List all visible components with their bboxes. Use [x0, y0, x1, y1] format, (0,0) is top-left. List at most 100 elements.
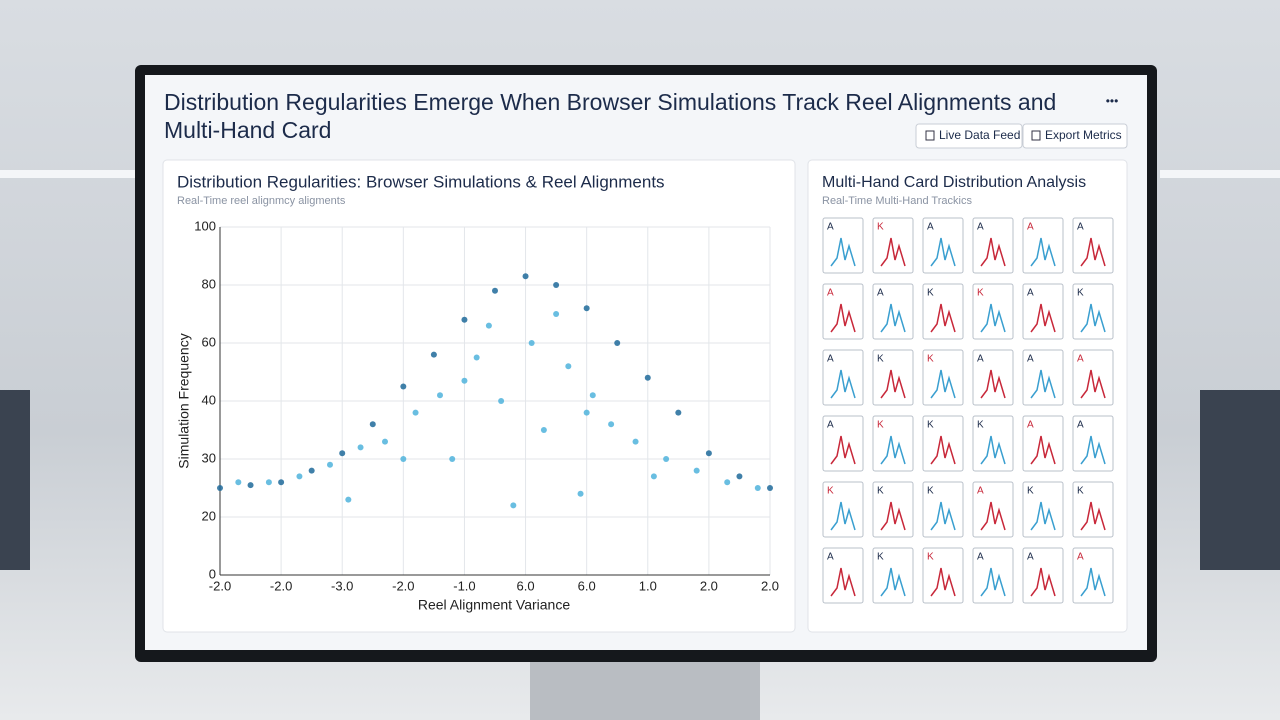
card: A: [972, 349, 1014, 406]
x-tick-label: -3.0: [331, 578, 353, 593]
point: [473, 354, 480, 361]
card-art: [1030, 567, 1056, 597]
point: [553, 282, 560, 288]
card-rank: K: [977, 420, 984, 431]
point: [400, 383, 407, 390]
button-icon: [925, 130, 935, 141]
card-art: [880, 369, 906, 399]
button-label[interactable]: Export Metrics: [1045, 128, 1122, 142]
card-rank: K: [977, 288, 984, 299]
card-rank: A: [927, 222, 934, 233]
card-rank: A: [977, 222, 984, 233]
card-rank: K: [927, 486, 934, 497]
card-rank: K: [877, 420, 884, 431]
point: [583, 305, 590, 312]
point: [400, 456, 407, 462]
x-tick-label: -1.0: [453, 578, 475, 593]
monitor-stand: [530, 655, 760, 720]
card: A: [1072, 349, 1114, 406]
card-art: [930, 237, 956, 267]
card: A: [1072, 547, 1114, 604]
card-art: [930, 501, 956, 531]
point: [589, 392, 596, 399]
card-art: [930, 567, 956, 597]
point: [461, 377, 468, 384]
card: A: [822, 547, 864, 604]
toolbar: Live Data Feed Export Metrics: [915, 123, 1128, 149]
y-axis-label: Simulation Frequency: [176, 333, 192, 468]
card-art: [880, 501, 906, 531]
card: A: [1022, 415, 1064, 472]
card: A: [872, 283, 914, 340]
card-rank: A: [827, 222, 834, 233]
card-art: [1080, 303, 1106, 333]
point: [327, 461, 333, 468]
card-art: [1080, 567, 1106, 597]
card-art: [930, 303, 956, 333]
card: A: [1022, 349, 1064, 406]
y-tick-label: 100: [194, 218, 216, 233]
card-art: [1080, 369, 1106, 399]
point: [608, 421, 615, 428]
point: [382, 438, 388, 445]
y-tick-label: 0: [209, 566, 216, 581]
card: A: [1072, 217, 1114, 274]
page-title: Distribution Regularities Emerge When Br…: [164, 89, 1056, 143]
card-rank: K: [877, 552, 884, 563]
wall-light: [0, 170, 135, 178]
card-art: [1030, 501, 1056, 531]
point: [265, 479, 272, 486]
point: [510, 502, 517, 509]
point: [449, 456, 456, 462]
y-tick-label: 40: [202, 392, 216, 407]
point: [528, 340, 535, 346]
point: [577, 490, 584, 497]
point: [522, 273, 529, 280]
card: A: [922, 217, 964, 274]
point: [583, 409, 590, 416]
point: [430, 351, 437, 358]
card-rank: A: [827, 288, 834, 299]
point: [675, 409, 682, 416]
card-art: [830, 435, 856, 465]
point: [736, 473, 743, 480]
button[interactable]: [1022, 123, 1128, 149]
card-art: [1080, 435, 1106, 465]
card-rank: A: [977, 354, 984, 365]
card: K: [922, 481, 964, 538]
point: [650, 473, 657, 480]
x-tick-label: 2.0: [700, 578, 718, 593]
card-rank: A: [827, 354, 834, 365]
card-rank: A: [1027, 222, 1034, 233]
card: K: [872, 481, 914, 538]
card: A: [822, 349, 864, 406]
card: A: [972, 481, 1014, 538]
point: [693, 467, 700, 474]
point: [705, 450, 712, 457]
card-rank: A: [1077, 552, 1084, 563]
button-label[interactable]: Live Data Feed: [939, 128, 1020, 142]
card-art: [1030, 237, 1056, 267]
card-rank: A: [1027, 420, 1034, 431]
card-rank: K: [927, 420, 934, 431]
card-rank: K: [1077, 288, 1084, 299]
chart-subtitle: Real-Time reel alignmcy aligments: [177, 195, 346, 207]
point: [754, 485, 761, 491]
card-rank: K: [927, 354, 934, 365]
x-axis-label: Reel Alignment Variance: [418, 597, 570, 613]
chart-panel: [162, 159, 796, 633]
card-rank: A: [1027, 288, 1034, 299]
button[interactable]: [915, 123, 1023, 149]
cards-title: Multi-Hand Card Distribution Analysis: [822, 174, 1086, 191]
card-art: [930, 369, 956, 399]
cards-subtitle: Real-Time Multi-Hand Trackics: [822, 195, 972, 207]
x-tick-label: -2.0: [392, 578, 414, 593]
card-art: [1030, 435, 1056, 465]
point: [339, 450, 346, 457]
point: [632, 438, 639, 445]
card: K: [872, 349, 914, 406]
card-art: [1080, 501, 1106, 531]
card: K: [922, 415, 964, 472]
x-tick-label: -2.0: [209, 578, 231, 593]
menu[interactable]: •••: [1106, 94, 1119, 108]
